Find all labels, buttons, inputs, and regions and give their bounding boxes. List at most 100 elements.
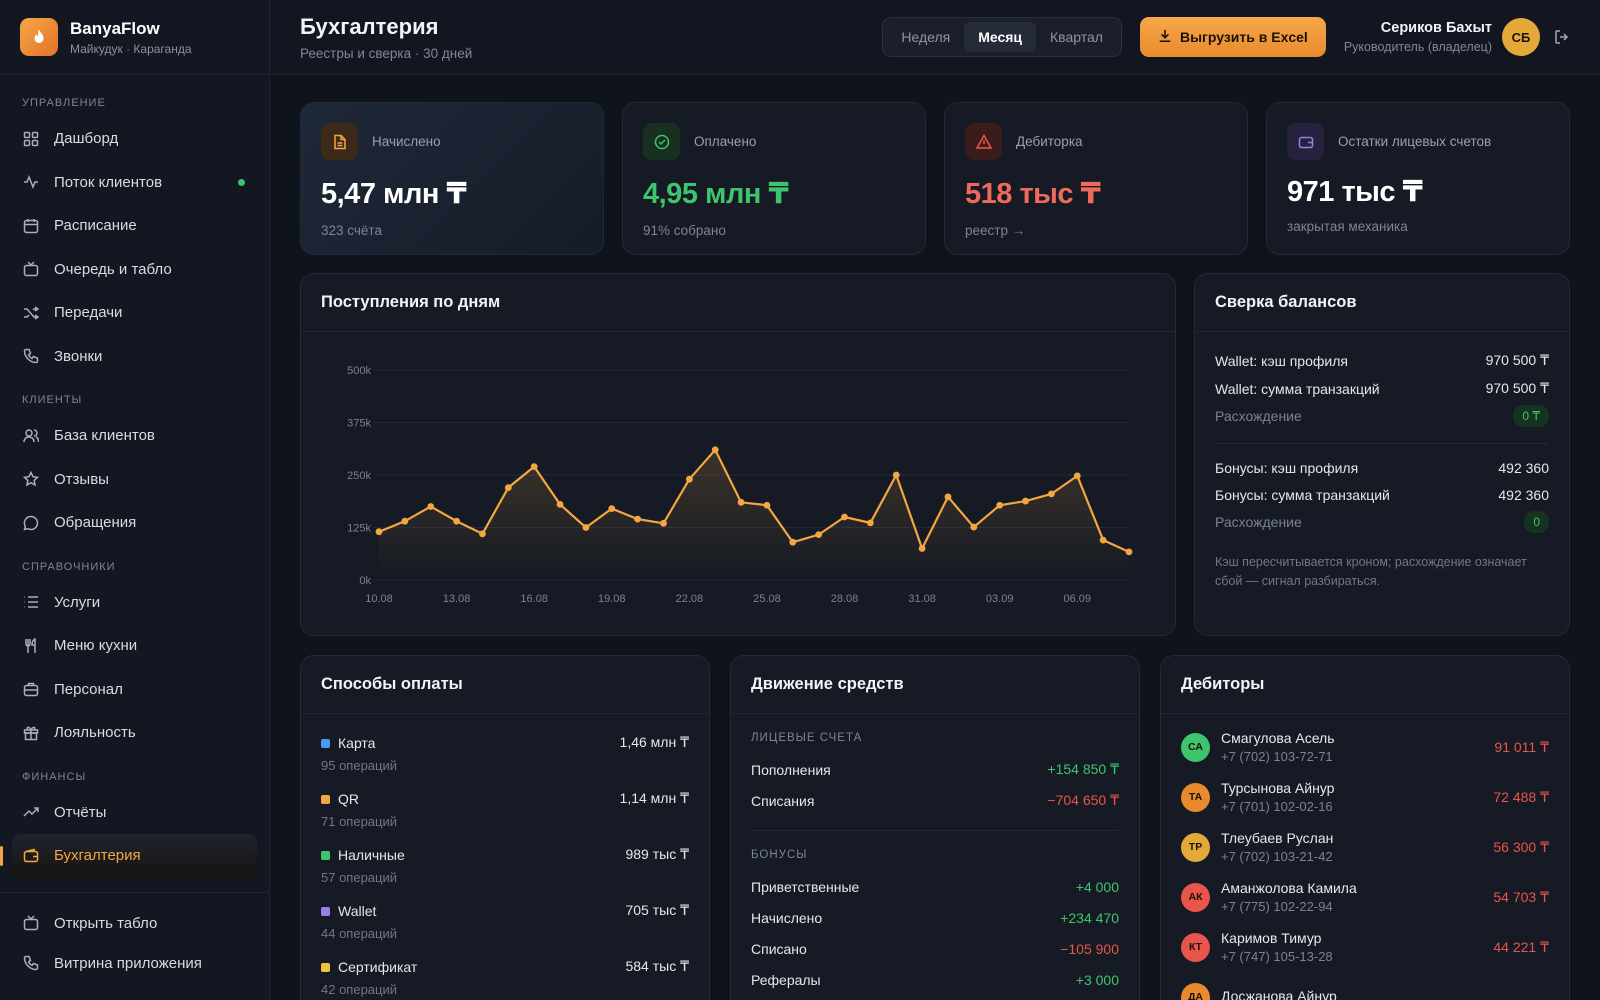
active-indicator	[0, 846, 3, 866]
data-point	[970, 523, 978, 531]
payment-method-name: QR	[338, 790, 359, 807]
sidebar-item-client-flow[interactable]: Поток клиентов	[12, 161, 257, 205]
payment-method-name: Wallet	[338, 902, 377, 919]
flow-label: Списания	[751, 792, 815, 809]
brand[interactable]: BanyaFlow Майкудук · Караганда	[0, 0, 269, 75]
row-label: Расхождение	[1215, 514, 1302, 530]
sidebar-item-staff[interactable]: Персонал	[12, 668, 257, 712]
warning-icon	[965, 123, 1002, 160]
avatar: КТ	[1181, 932, 1210, 962]
document-icon	[321, 123, 358, 160]
sidebar-item-requests[interactable]: Обращения	[12, 501, 257, 545]
sidebar-item-loyalty[interactable]: Лояльность	[12, 711, 257, 755]
live-status-dot	[238, 178, 245, 186]
kpi-card-account-balances[interactable]: Остатки лицевых счетов 971 тыс ₸ закрыта…	[1266, 102, 1570, 255]
daily-income-chart: 0k 125k 250k 375k 500k 10.08 13.08 16.08 19.08 22…	[347, 365, 1133, 605]
debtor-phone: +7 (702) 103-21-42	[1221, 849, 1333, 864]
sidebar-item-clients[interactable]: База клиентов	[12, 414, 257, 458]
page-title: Бухгалтерия	[300, 13, 439, 39]
data-point	[1022, 497, 1029, 505]
x-tick-label: 06.09	[1064, 593, 1092, 605]
debtor-name: Тлеубаев Руслан	[1221, 830, 1334, 846]
debtor-row[interactable]: СА Смагулова Асель +7 (702) 103-72-71 91 01…	[1181, 722, 1549, 772]
data-point	[815, 531, 823, 539]
debtor-row[interactable]: АК Аманжолова Камила +7 (775) 102-22-94 54 …	[1181, 872, 1549, 922]
sidebar-item-services[interactable]: Услуги	[12, 581, 257, 625]
debtor-phone: +7 (701) 102-02-16	[1221, 799, 1333, 814]
y-tick-label: 500k	[347, 365, 371, 377]
debtor-row[interactable]: ТР Тлеубаев Руслан +7 (702) 103-21-42 56 30…	[1181, 822, 1549, 872]
period-week-button[interactable]: Неделя	[901, 29, 951, 45]
sidebar-item-calls[interactable]: Звонки	[12, 335, 257, 379]
x-tick-label: 13.08	[443, 593, 471, 605]
payment-method-row: Наличные 989 тыс ₸ 57 операций	[321, 836, 689, 892]
open-display-link[interactable]: Открыть табло	[12, 903, 257, 943]
logout-icon[interactable]	[1554, 29, 1570, 45]
debtor-row[interactable]: ТА Турсынова Айнур +7 (701) 102-02-16 72 48…	[1181, 772, 1549, 822]
debt-amount: 72 488 ₸	[1493, 788, 1549, 805]
avatar[interactable]: СБ	[1502, 18, 1540, 56]
debtor-row[interactable]: ДА Досжанова Айнур	[1181, 972, 1549, 1000]
period-month-button[interactable]: Месяц	[964, 22, 1037, 52]
status-badge: 0	[1524, 511, 1549, 533]
sidebar-item-label: Отзывы	[54, 470, 109, 488]
reconciliation-note: Кэш пересчитывается кроном; расхождение …	[1215, 555, 1527, 588]
sidebar-item-label: Передачи	[54, 304, 123, 322]
phone-icon	[22, 347, 40, 365]
payment-method-row: QR 1,14 млн ₸ 71 операций	[321, 780, 689, 836]
payment-method-total: 1,14 млн ₸	[619, 790, 689, 806]
x-tick-label: 22.08	[676, 593, 704, 605]
x-tick-label: 19.08	[598, 593, 626, 605]
kpi-card-accrued[interactable]: Начислено 5,47 млн ₸ 323 счёта	[300, 102, 604, 255]
sidebar-item-reviews[interactable]: Отзывы	[12, 458, 257, 502]
data-point	[944, 493, 952, 501]
kpi-card-paid[interactable]: Оплачено 4,95 млн ₸ 91% собрано	[622, 102, 926, 255]
app-showcase-link[interactable]: Витрина приложения	[12, 943, 257, 983]
calendar-icon	[22, 217, 40, 235]
payment-method-name: Карта	[338, 734, 376, 751]
payment-method-row: Карта 1,46 млн ₸ 95 операций	[321, 724, 689, 780]
chat-icon	[22, 514, 40, 532]
shuffle-icon	[22, 304, 40, 322]
kpi-card-receivables[interactable]: Дебиторка 518 тыс ₸ реестр →	[944, 102, 1248, 255]
cash-flow-card: Движение средств ЛИЦЕВЫЕ СЧЕТА Пополнени…	[730, 655, 1140, 1000]
data-point	[1125, 548, 1133, 556]
data-point	[582, 524, 590, 531]
flow-row: Пополнения +154 850 ₸	[751, 754, 1119, 785]
wallet-cache-row: Wallet: кэш профиля 970 500 ₸	[1215, 352, 1549, 369]
sidebar-item-kitchen-menu[interactable]: Меню кухни	[12, 624, 257, 668]
x-tick-label: 16.08	[520, 593, 548, 605]
debtors-list: СА Смагулова Асель +7 (702) 103-72-71 91 01…	[1161, 714, 1569, 1000]
sidebar-item-queue[interactable]: Очередь и табло	[12, 248, 257, 292]
debtor-name: Каримов Тимур	[1221, 930, 1322, 946]
briefcase-icon	[22, 680, 40, 698]
row-label: Расхождение	[1215, 408, 1302, 424]
period-quarter-button[interactable]: Квартал	[1050, 29, 1103, 45]
sidebar-item-accounting[interactable]: Бухгалтерия	[0, 834, 257, 878]
sidebar-item-schedule[interactable]: Расписание	[12, 204, 257, 248]
flow-value: +234 470	[1060, 909, 1119, 926]
sidebar-item-label: Витрина приложения	[54, 954, 202, 972]
sidebar-item-handovers[interactable]: Передачи	[12, 291, 257, 335]
export-excel-button[interactable]: Выгрузить в Excel	[1139, 17, 1326, 57]
sidebar-item-reports[interactable]: Отчёты	[12, 791, 257, 835]
section-label: БОНУСЫ	[751, 849, 808, 861]
sidebar-item-label: Звонки	[54, 347, 103, 365]
bonus-cache-row: Бонусы: кэш профиля 492 360	[1215, 460, 1549, 476]
data-point	[1099, 536, 1107, 544]
y-tick-label: 0k	[359, 575, 371, 587]
wallet-icon	[22, 847, 40, 865]
wallet-diff-row: Расхождение 0 ₸	[1215, 405, 1549, 427]
flow-label: Пополнения	[751, 761, 831, 778]
debtor-phone: +7 (702) 103-72-71	[1221, 749, 1333, 764]
legend-swatch	[321, 850, 330, 860]
row-label: Бонусы: кэш профиля	[1215, 460, 1359, 476]
debtor-row[interactable]: КТ Каримов Тимур +7 (747) 105-13-28 44 221 …	[1181, 922, 1549, 972]
registry-link[interactable]: реестр →	[965, 223, 1026, 238]
sidebar-item-dashboard[interactable]: Дашборд	[12, 117, 257, 161]
flame-logo-icon	[20, 18, 58, 56]
data-point	[375, 528, 383, 536]
bonus-tx-row: Бонусы: сумма транзакций 492 360	[1215, 487, 1549, 503]
flow-row: Приветственные +4 000	[751, 871, 1119, 902]
debtor-phone: +7 (775) 102-22-94	[1221, 899, 1333, 914]
